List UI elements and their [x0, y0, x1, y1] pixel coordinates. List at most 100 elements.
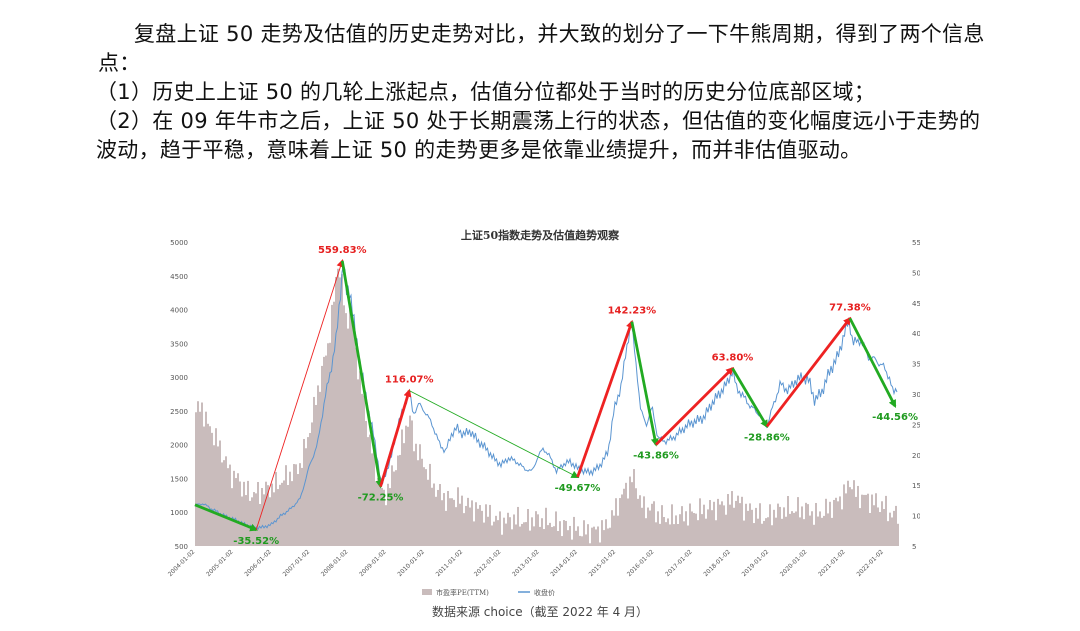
pe-bar: [479, 505, 481, 546]
pe-bar: [371, 453, 373, 546]
pe-bar: [405, 425, 407, 546]
pe-bar: [507, 512, 509, 546]
source-note: 数据来源 choice（截至 2022 年 4 月）: [431, 605, 649, 619]
pe-bar: [579, 535, 581, 546]
pe-bar: [797, 497, 799, 546]
pe-bar: [541, 518, 543, 546]
pe-bar: [785, 516, 787, 546]
x-tick-label: 2017-01-02: [664, 548, 694, 578]
pe-bar: [301, 467, 303, 546]
pe-bar: [747, 510, 749, 546]
pe-bar: [555, 511, 557, 546]
pe-bar: [397, 455, 399, 546]
pe-bar: [489, 504, 491, 546]
pe-bar: [427, 479, 429, 546]
pe-bar: [481, 510, 483, 546]
pe-bar: [861, 494, 863, 546]
pe-bar: [311, 422, 313, 546]
pe-bar: [627, 498, 629, 546]
pe-bar: [215, 428, 217, 546]
left-tick-label: 1000: [170, 509, 188, 517]
pe-bar: [487, 516, 489, 546]
pe-bar: [461, 495, 463, 546]
pe-bar: [835, 497, 837, 546]
legend-label-pe: 市盈率PE(TTM): [436, 588, 489, 597]
pe-bar: [773, 509, 775, 546]
pe-bar: [391, 465, 393, 546]
x-tick-label: 2021-01-02: [817, 548, 847, 578]
pe-bar: [421, 458, 423, 546]
pe-bar: [749, 503, 751, 546]
right-tick-label: 15: [912, 482, 920, 490]
pe-bar: [687, 525, 689, 546]
pe-bar: [369, 434, 371, 546]
pe-bar: [281, 482, 283, 546]
pe-bar: [667, 518, 669, 546]
pe-bar: [779, 506, 781, 546]
x-tick-label: 2015-01-02: [588, 548, 618, 578]
left-tick-label: 3000: [170, 374, 188, 382]
pe-bar: [533, 526, 535, 546]
left-tick-label: 1500: [170, 475, 188, 483]
pe-bar: [803, 519, 805, 546]
pe-bar: [529, 530, 531, 546]
pe-bar: [755, 507, 757, 546]
pe-bar: [881, 501, 883, 546]
pe-bar: [201, 402, 203, 546]
pe-bar: [379, 486, 381, 546]
pe-bar: [559, 521, 561, 546]
pe-bar: [261, 488, 263, 546]
trend-arrow-up: [576, 319, 634, 478]
pe-bar: [233, 470, 235, 546]
pe-bar: [203, 426, 205, 546]
pe-bar: [887, 521, 889, 546]
pe-bar: [331, 304, 333, 546]
pe-bar: [733, 507, 735, 546]
pe-bar: [443, 493, 445, 546]
pe-bar: [253, 492, 255, 546]
pe-bar: [237, 473, 239, 546]
pe-bar: [877, 507, 879, 546]
pe-bar: [433, 483, 435, 546]
right-tick-label: 45: [912, 300, 920, 308]
pe-bar: [573, 516, 575, 546]
pe-bar: [679, 514, 681, 546]
pe-bar: [499, 511, 501, 546]
pe-bar: [613, 515, 615, 546]
trend-arrow-down: [731, 367, 769, 429]
right-tick-label: 25: [912, 421, 920, 429]
pe-bar: [305, 448, 307, 546]
pe-bar: [211, 432, 213, 546]
pe-bar: [319, 391, 321, 546]
pe-bar: [827, 513, 829, 546]
pe-bar: [403, 443, 405, 546]
x-tick-label: 2009-01-02: [358, 548, 388, 578]
pe-bar: [581, 536, 583, 546]
left-tick-label: 4500: [170, 273, 188, 281]
pe-bar: [801, 506, 803, 546]
pe-bar: [447, 490, 449, 546]
pe-bar: [585, 534, 587, 546]
trend-arrow-up: [654, 366, 734, 446]
pe-bar: [715, 520, 717, 546]
pe-bar: [231, 488, 233, 546]
pe-bar: [711, 510, 713, 546]
pe-bar: [295, 464, 297, 546]
pe-bar: [429, 463, 431, 546]
pe-bar: [769, 504, 771, 546]
pe-bar: [243, 481, 245, 546]
article-text: 复盘上证 50 走势及估值的历史走势对比，并大致的划分了一下牛熊周期，得到了两个…: [96, 20, 998, 165]
trend-label: 77.38%: [829, 302, 871, 313]
pe-bar: [539, 526, 541, 546]
pe-bar: [375, 481, 377, 546]
pe-bar: [735, 500, 737, 546]
pe-bar: [855, 496, 857, 546]
pe-bar: [863, 494, 865, 546]
pe-bar: [445, 510, 447, 546]
pe-bar: [569, 525, 571, 546]
pe-bar: [345, 313, 347, 546]
pe-bar: [851, 489, 853, 546]
pe-bar: [563, 520, 565, 546]
left-tick-label: 4000: [170, 307, 188, 315]
trend-arrow-down: [340, 260, 384, 489]
